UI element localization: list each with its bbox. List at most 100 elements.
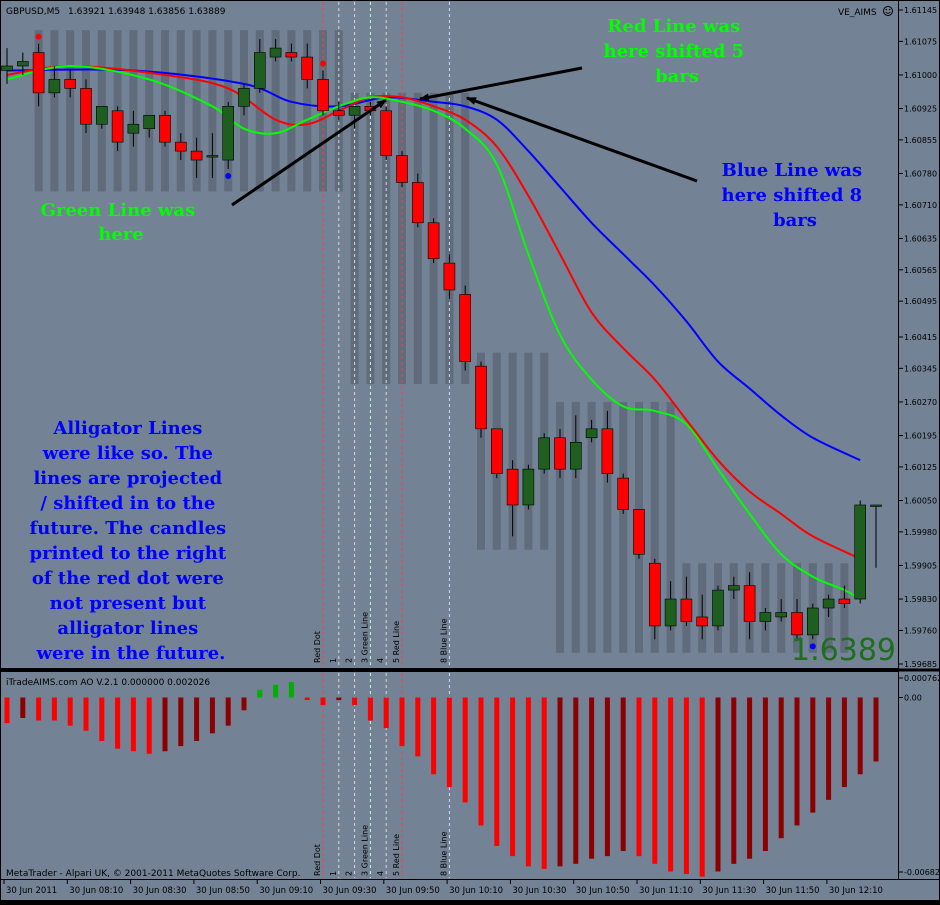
price-tick-label: 1.60635 bbox=[904, 234, 937, 243]
ao-bar bbox=[683, 697, 689, 875]
candle-bull bbox=[96, 106, 108, 125]
candle-bear bbox=[680, 598, 693, 622]
ao-bar bbox=[383, 697, 389, 729]
ao-bar bbox=[747, 697, 753, 859]
ao-bar bbox=[288, 682, 294, 698]
candle-bull bbox=[16, 61, 29, 67]
time-tick-label: 30 Jun 08:30 bbox=[133, 886, 187, 896]
ao-tick-label: -0.00682 bbox=[904, 868, 940, 877]
shadow-band bbox=[145, 30, 154, 192]
candle-bull bbox=[538, 437, 551, 470]
annotation-blue-line: Blue Line was here shifted 8 bars bbox=[722, 160, 869, 231]
candle-bull bbox=[254, 52, 266, 89]
price-tick-label: 1.60415 bbox=[904, 333, 937, 342]
price-tick-label: 1.59905 bbox=[904, 561, 937, 570]
ao-bar bbox=[320, 697, 326, 706]
time-axis-bg bbox=[1, 880, 939, 900]
vline-label: 2 bbox=[345, 871, 354, 876]
ao-bar bbox=[731, 697, 737, 864]
ao-bar bbox=[573, 697, 579, 864]
current-price-big: 1.6389 bbox=[791, 633, 896, 668]
jaw-line-blue bbox=[6, 68, 861, 462]
arrow-blue-line bbox=[466, 96, 698, 183]
time-tick-label: 30 Jun 08:50 bbox=[196, 886, 250, 896]
ao-bar bbox=[857, 697, 863, 775]
candle-bear bbox=[301, 56, 314, 80]
ao-bar bbox=[367, 697, 373, 721]
annotation-alligator: Alligator Lines were like so. The lines … bbox=[30, 418, 233, 664]
time-tick-label: 30 Jun 12:10 bbox=[829, 886, 883, 896]
ao-bar bbox=[810, 697, 816, 813]
candle-bull bbox=[522, 468, 535, 506]
shadow-band bbox=[508, 352, 517, 550]
candle-bear bbox=[838, 598, 851, 604]
candle-bear bbox=[443, 262, 456, 291]
ao-axis: 0.000762 0.00 -0.00682 bbox=[899, 674, 940, 877]
time-tick-label: 30 Jun 10:10 bbox=[449, 886, 503, 896]
ao-bar bbox=[257, 689, 263, 698]
price-tick-label: 1.59760 bbox=[904, 626, 937, 635]
candle-bull bbox=[759, 612, 772, 622]
shadow-band bbox=[192, 30, 201, 192]
ao-bar bbox=[431, 697, 437, 775]
price-tick-label: 1.60125 bbox=[904, 463, 937, 472]
candle-bear bbox=[80, 88, 92, 125]
candle-bull bbox=[348, 106, 361, 116]
candle-bear bbox=[285, 52, 298, 58]
candle-bear bbox=[554, 437, 566, 470]
shadow-band bbox=[603, 401, 612, 653]
candle-bear bbox=[696, 616, 709, 627]
shadow-band bbox=[161, 30, 169, 192]
ao-bar bbox=[51, 697, 57, 721]
ao-bar bbox=[99, 697, 105, 741]
ao-bar bbox=[636, 697, 642, 857]
smiley-icon bbox=[883, 6, 893, 16]
ao-bar bbox=[762, 697, 768, 852]
candle-bull bbox=[727, 585, 740, 591]
ao-bar bbox=[778, 697, 784, 839]
candle-bear bbox=[633, 509, 645, 555]
candle-bear bbox=[317, 79, 329, 112]
price-tick-label: 1.61075 bbox=[904, 37, 937, 46]
candle-bear bbox=[111, 110, 124, 143]
header-ohlc: 1.63921 1.63948 1.63856 1.63889 bbox=[68, 7, 226, 17]
ao-bar bbox=[699, 697, 705, 877]
candle-bull bbox=[775, 612, 788, 618]
price-axis: 1.61145 1.61075 1.61000 1.60925 1.60855 1.607… bbox=[899, 6, 937, 669]
candle-bear bbox=[617, 477, 630, 510]
shadow-band bbox=[176, 30, 185, 192]
shadow-band bbox=[129, 30, 138, 192]
ao-bar bbox=[130, 697, 136, 752]
shadow-band bbox=[556, 401, 564, 653]
candle-bull bbox=[127, 123, 140, 134]
time-tick-label: 30 Jun 10:30 bbox=[512, 886, 566, 896]
ao-bar bbox=[715, 697, 721, 872]
candle-bull bbox=[585, 428, 598, 439]
ao-bar bbox=[557, 697, 563, 867]
ao-bar bbox=[446, 697, 452, 788]
ao-tick-label: 0.000762 bbox=[904, 674, 940, 683]
time-tick-label: 30 Jun 11:10 bbox=[639, 886, 693, 896]
fractals bbox=[35, 33, 816, 650]
price-tick-label: 1.60855 bbox=[904, 136, 937, 145]
ao-bar bbox=[525, 697, 531, 867]
vline-label: 4 bbox=[376, 658, 385, 663]
time-tick-label: 30 Jun 09:50 bbox=[386, 886, 440, 896]
candle-bear bbox=[32, 52, 45, 94]
time-tick-label: 30 Jun 09:10 bbox=[259, 886, 313, 896]
candle-bear bbox=[411, 182, 424, 224]
price-tick-label: 1.60565 bbox=[904, 266, 937, 275]
candle-bull bbox=[870, 504, 882, 507]
vline-label: 8 Blue Line bbox=[439, 831, 448, 876]
shadow-band bbox=[34, 30, 43, 192]
fractal-up-dot bbox=[35, 33, 42, 40]
candle-bear bbox=[648, 562, 661, 627]
vline-label: 3 Green Line bbox=[360, 612, 369, 663]
ao-bar bbox=[36, 697, 42, 721]
candle-bull bbox=[1, 65, 13, 71]
ao-bar bbox=[494, 697, 500, 846]
ao-bar bbox=[209, 697, 215, 734]
ao-bar bbox=[304, 697, 310, 701]
